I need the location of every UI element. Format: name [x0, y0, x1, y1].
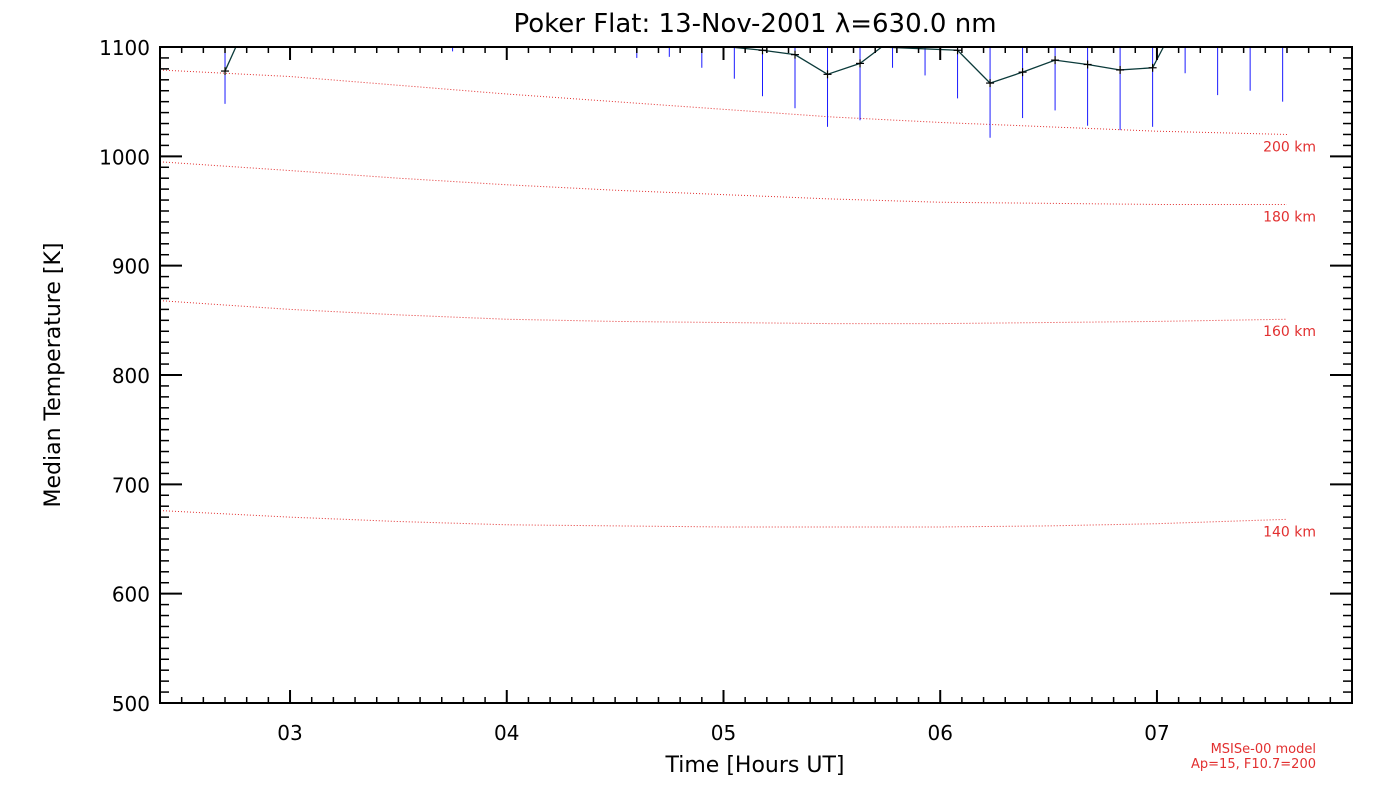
- y-tick-labels: 500 600 700 800 900 1000 1100: [99, 36, 150, 716]
- data-point: [791, 50, 800, 59]
- y-tick-label: 900: [112, 255, 150, 279]
- data-point: [986, 79, 995, 88]
- axis-ticks: [159, 46, 1353, 704]
- model-annotation-line-2: Ap=15, F10.7=200: [1191, 757, 1316, 772]
- error-bars: [224, 47, 1284, 138]
- x-tick-labels: 03 04 05 06 07: [277, 721, 1169, 745]
- x-tick-label: 03: [277, 721, 302, 745]
- data-point: [1148, 63, 1157, 72]
- x-axis-label: Time [Hours UT]: [665, 753, 845, 778]
- model-annotation-line-1: MSISe-00 model: [1211, 742, 1316, 757]
- model-curve-180-km: [159, 161, 1287, 205]
- data-series: [221, 46, 1165, 88]
- y-tick-label: 800: [112, 364, 150, 388]
- series-line: [224, 46, 1165, 84]
- y-tick-label: 1000: [99, 145, 150, 169]
- data-point: [823, 70, 832, 79]
- plot-frame: [159, 46, 1353, 704]
- x-tick-label: 07: [1144, 721, 1169, 745]
- x-tick-label: 04: [494, 721, 519, 745]
- model-curve-label: 140 km: [1263, 524, 1316, 540]
- chart-title: Poker Flat: 13-Nov-2001 λ=630.0 nm: [513, 9, 996, 39]
- y-tick-label: 700: [112, 473, 150, 497]
- x-tick-label: 06: [927, 721, 952, 745]
- y-tick-label: 500: [112, 692, 150, 716]
- x-tick-label: 05: [711, 721, 736, 745]
- y-tick-label: 1100: [99, 36, 150, 60]
- model-curve-160-km: [159, 300, 1287, 325]
- model-curve-200-km: [159, 69, 1287, 135]
- data-point: [1051, 56, 1060, 65]
- model-curve-label: 160 km: [1263, 324, 1316, 340]
- y-axis-label: Median Temperature [K]: [41, 243, 66, 508]
- model-curve-label: 180 km: [1263, 209, 1316, 225]
- y-tick-label: 600: [112, 583, 150, 607]
- data-point: [856, 59, 865, 68]
- data-point: [1116, 65, 1125, 74]
- data-point: [221, 67, 230, 76]
- model-curves: 200 km 180 km 160 km 140 km: [159, 69, 1316, 540]
- model-curve-label: 200 km: [1263, 139, 1316, 155]
- model-curve-140-km: [159, 510, 1287, 528]
- data-point: [1083, 60, 1092, 69]
- data-point: [1018, 68, 1027, 77]
